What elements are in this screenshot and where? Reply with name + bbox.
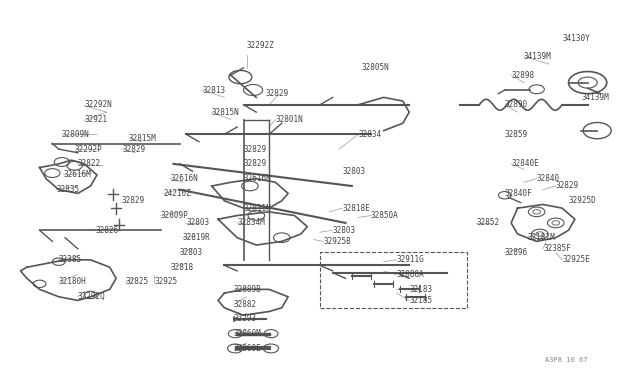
Text: 32815M: 32815M — [129, 134, 157, 142]
Text: 32898: 32898 — [511, 71, 534, 80]
Text: 32925D: 32925D — [568, 196, 596, 205]
Text: A3P8 10 67: A3P8 10 67 — [545, 357, 588, 363]
Text: 32809N: 32809N — [62, 130, 90, 139]
Text: 32911G: 32911G — [396, 255, 424, 264]
Text: 32385: 32385 — [59, 255, 82, 264]
Text: 32292Q: 32292Q — [78, 292, 106, 301]
Text: 32292N: 32292N — [84, 100, 112, 109]
Text: 32925B: 32925B — [323, 237, 351, 246]
Text: 32829: 32829 — [122, 145, 145, 154]
Text: 32803: 32803 — [180, 248, 203, 257]
Text: 32801N: 32801N — [275, 115, 303, 124]
Text: 32180H: 32180H — [59, 278, 86, 286]
Text: 32826: 32826 — [96, 226, 119, 235]
Text: 32813: 32813 — [202, 86, 225, 94]
Text: 32925E: 32925E — [562, 255, 590, 264]
Text: 32803: 32803 — [186, 218, 209, 227]
Text: 32815N: 32815N — [212, 108, 239, 117]
Text: 32852: 32852 — [476, 218, 499, 227]
Text: 32183: 32183 — [409, 285, 433, 294]
Text: 32888A: 32888A — [396, 270, 424, 279]
Text: 32803: 32803 — [333, 226, 356, 235]
Text: 32850A: 32850A — [371, 211, 399, 220]
Text: 32840: 32840 — [537, 174, 560, 183]
Text: 32822: 32822 — [78, 159, 101, 169]
Text: 32818: 32818 — [170, 263, 193, 272]
Text: 32805N: 32805N — [362, 63, 389, 72]
Text: 32803: 32803 — [342, 167, 365, 176]
Text: 32616N: 32616N — [170, 174, 198, 183]
Text: 32840E: 32840E — [511, 159, 539, 169]
Text: 32819R: 32819R — [183, 233, 211, 242]
Text: 32292P: 32292P — [75, 145, 102, 154]
Text: 32890: 32890 — [505, 100, 528, 109]
Text: 32921: 32921 — [84, 115, 108, 124]
Text: 32293: 32293 — [234, 314, 257, 323]
Text: 32829: 32829 — [556, 182, 579, 190]
Text: 34139M: 34139M — [581, 93, 609, 102]
Text: 32829: 32829 — [244, 159, 267, 169]
Text: 32834: 32834 — [358, 130, 381, 139]
Text: 32860E: 32860E — [234, 344, 262, 353]
Text: 32860M: 32860M — [234, 329, 262, 338]
Text: 32829: 32829 — [121, 196, 144, 205]
Text: 32829: 32829 — [244, 145, 267, 154]
Text: 32829: 32829 — [266, 89, 289, 98]
Text: 32825: 32825 — [125, 278, 148, 286]
Text: 32859: 32859 — [505, 130, 528, 139]
Text: 32818E: 32818E — [342, 203, 370, 213]
Text: 32834M: 32834M — [237, 218, 265, 227]
Text: 32292Z: 32292Z — [246, 41, 275, 50]
Text: 34130Y: 34130Y — [562, 34, 590, 43]
Text: 24210Z: 24210Z — [164, 189, 191, 198]
Text: 32840F: 32840F — [505, 189, 532, 198]
Text: 32882: 32882 — [234, 300, 257, 309]
Text: 32616N: 32616N — [244, 174, 271, 183]
Text: 34139M: 34139M — [524, 52, 552, 61]
Text: 32925: 32925 — [154, 278, 177, 286]
Text: 32181M: 32181M — [527, 233, 555, 242]
Bar — [320, 253, 467, 308]
Text: 32809P: 32809P — [161, 211, 188, 220]
Text: 32811N: 32811N — [244, 203, 271, 213]
Text: 32385F: 32385F — [543, 244, 571, 253]
Text: 32889B: 32889B — [234, 285, 262, 294]
Text: 32185: 32185 — [409, 296, 433, 305]
Text: 32896: 32896 — [505, 248, 528, 257]
Text: 32835: 32835 — [56, 185, 79, 194]
Text: 32616M: 32616M — [64, 170, 92, 179]
